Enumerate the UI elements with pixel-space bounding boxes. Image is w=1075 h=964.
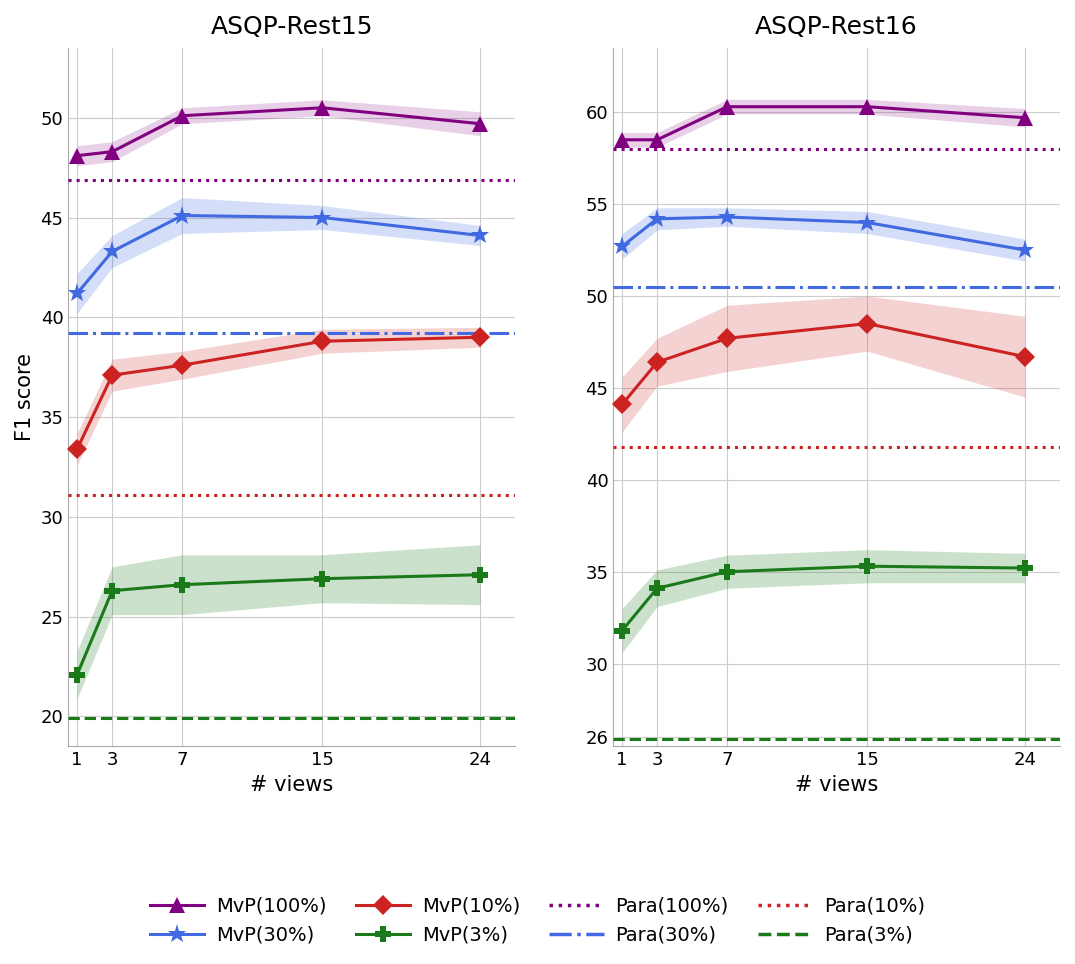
Title: ASQP-Rest16: ASQP-Rest16 [756, 15, 918, 39]
Title: ASQP-Rest15: ASQP-Rest15 [211, 15, 373, 39]
Y-axis label: F1 score: F1 score [15, 353, 35, 442]
X-axis label: # views: # views [796, 775, 878, 794]
Legend: MvP(100%), MvP(30%), MvP(10%), MvP(3%), Para(100%), Para(30%), Para(10%), Para(3: MvP(100%), MvP(30%), MvP(10%), MvP(3%), … [141, 887, 934, 954]
X-axis label: # views: # views [250, 775, 333, 794]
